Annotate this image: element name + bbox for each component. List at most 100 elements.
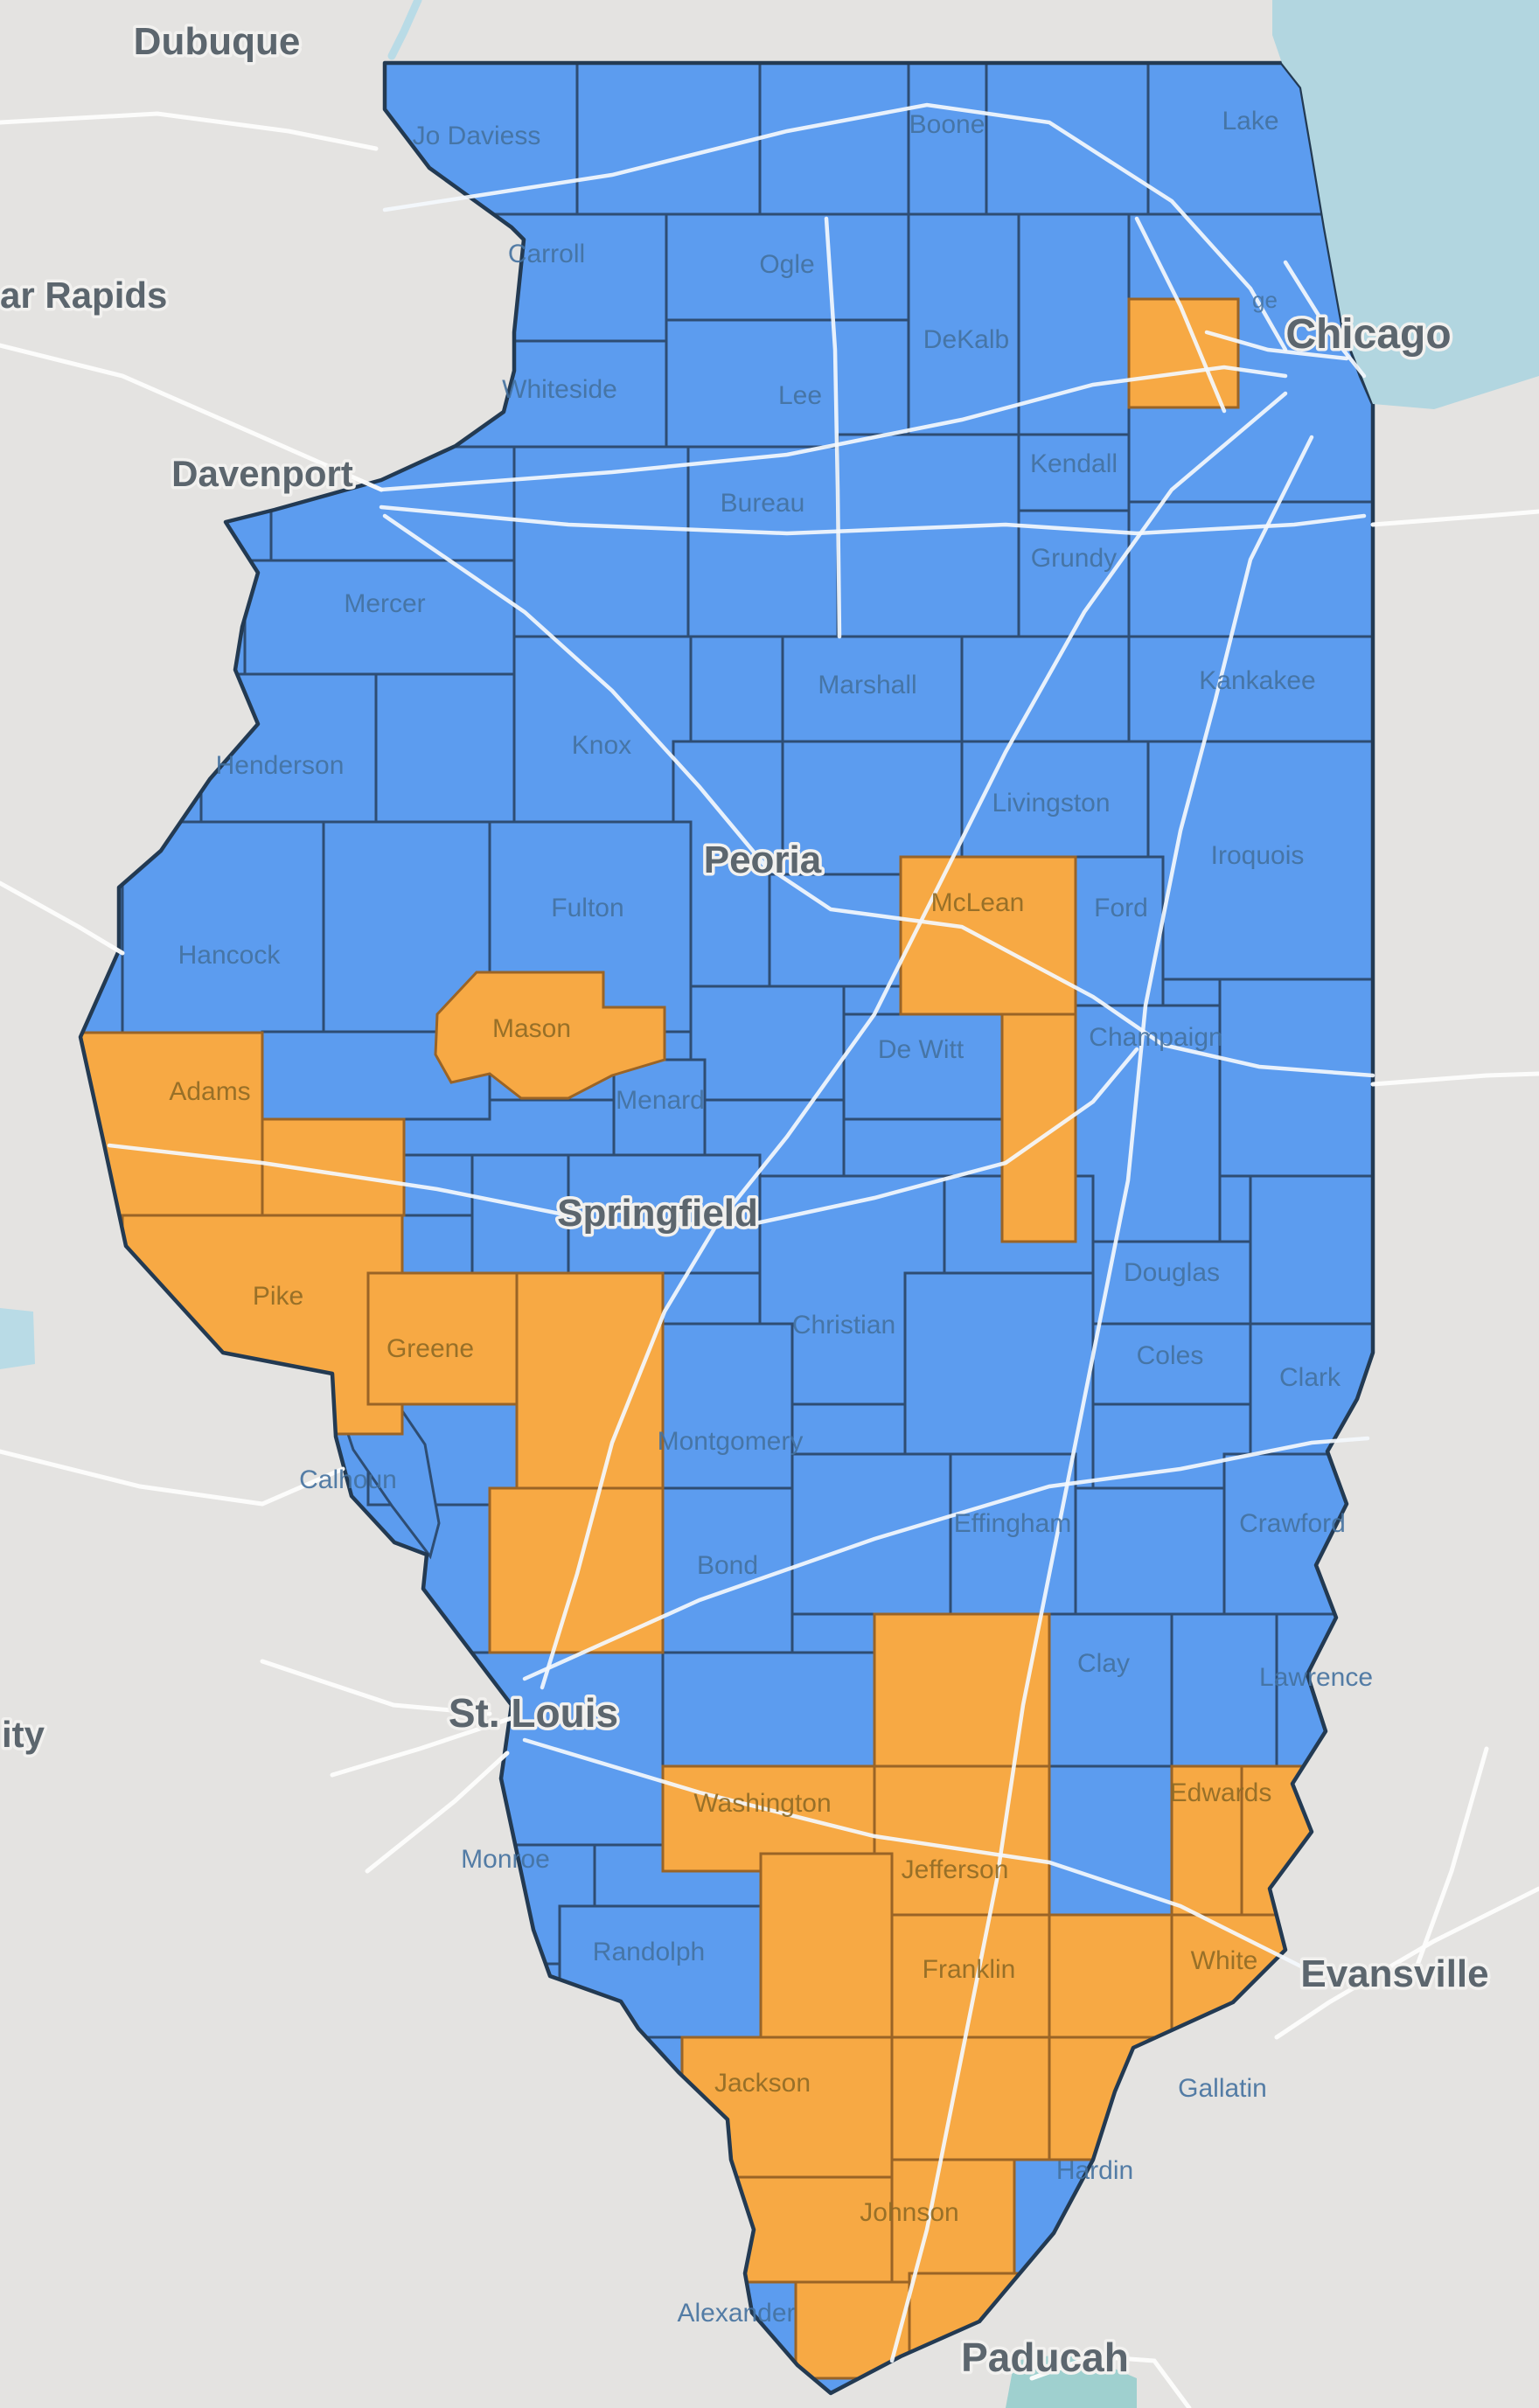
- city-label-peoria: Peoria: [704, 839, 822, 881]
- road-line: [1283, 260, 1367, 379]
- county-label-bond: Bond: [697, 1551, 758, 1580]
- county-warren[interactable]: [374, 672, 516, 824]
- county-label-edwards: Edwards: [1170, 1778, 1272, 1807]
- county-piatt[interactable]: [1000, 1013, 1077, 1243]
- county-jasper[interactable]: [1074, 1486, 1226, 1616]
- county-mercer[interactable]: [243, 559, 516, 676]
- county-label-randolph: Randolph: [593, 1938, 705, 1966]
- county-label-jefferson: Jefferson: [902, 1855, 1009, 1884]
- county-montgomery[interactable]: [661, 1322, 794, 1490]
- county-layer: [80, 63, 1373, 2393]
- county-marshall[interactable]: [781, 635, 964, 743]
- state-outline: [78, 60, 1375, 2396]
- city-label-ity: ity: [2, 1714, 45, 1755]
- county-williamson[interactable]: [890, 2036, 1051, 2161]
- city-label-st-louis: St. Louis: [449, 1690, 618, 1736]
- county-wayne[interactable]: [1048, 1764, 1173, 1917]
- county-label-fulton: Fulton: [551, 894, 623, 922]
- road-line: [824, 216, 842, 639]
- road-line: [522, 1436, 1370, 1681]
- county-lee[interactable]: [665, 318, 910, 449]
- county-label-jackson: Jackson: [714, 2069, 811, 2098]
- left-edge-water-water: [0, 1308, 35, 1369]
- county-label-livingston: Livingston: [992, 789, 1110, 818]
- county-label-montgomery: Montgomery: [658, 1427, 804, 1456]
- county-champaign[interactable]: [1074, 1004, 1222, 1243]
- county-label-marshall: Marshall: [818, 671, 916, 699]
- county-marion[interactable]: [873, 1612, 1051, 1768]
- county-livingston[interactable]: [960, 740, 1150, 859]
- county-edwards[interactable]: [1170, 1764, 1243, 1917]
- county-macoupin[interactable]: [515, 1271, 665, 1490]
- county-label-henderson: Henderson: [216, 751, 345, 780]
- county-kendall[interactable]: [1017, 433, 1131, 512]
- road-line: [379, 365, 1288, 492]
- county-label-dekalb: DeKalb: [923, 325, 1009, 354]
- county-label-mclean: McLean: [931, 888, 1025, 917]
- road-line: [1204, 330, 1349, 361]
- county-henry[interactable]: [512, 445, 690, 638]
- county-mchenry[interactable]: [985, 63, 1150, 216]
- county-johnson[interactable]: [890, 2158, 1016, 2284]
- county-stark[interactable]: [689, 635, 784, 743]
- county-iroquois[interactable]: [1146, 740, 1373, 981]
- county-mason[interactable]: [434, 971, 666, 1100]
- county-stephenson[interactable]: [575, 63, 762, 216]
- county-clinton[interactable]: [661, 1651, 876, 1768]
- road-line: [365, 1750, 510, 1874]
- county-label-jo-daviess: Jo Daviess: [413, 122, 541, 150]
- county-label-franklin: Franklin: [923, 1955, 1016, 1984]
- city-label-ar-rapids: ar Rapids: [0, 275, 167, 316]
- county-lasalle[interactable]: [836, 433, 1020, 638]
- county-label-bureau: Bureau: [721, 489, 805, 518]
- county-ford[interactable]: [1074, 855, 1165, 1033]
- road-line: [522, 1737, 1323, 1979]
- county-woodford[interactable]: [781, 740, 964, 876]
- county-label-calhoun: Calhoun: [299, 1465, 397, 1494]
- county-label-knox: Knox: [572, 731, 631, 760]
- county-label-layer: Jo Daviess Boone Lake Carroll Ogle Whiteside L…: [169, 107, 1373, 2328]
- county-knox[interactable]: [512, 635, 693, 824]
- county-label-washington: Washington: [693, 1789, 831, 1818]
- county-shelby[interactable]: [903, 1271, 1095, 1490]
- county-clay[interactable]: [1048, 1612, 1173, 1768]
- county-perry[interactable]: [759, 1852, 894, 2039]
- county-edgar[interactable]: [1249, 1174, 1373, 1326]
- county-dekalb[interactable]: [907, 212, 1020, 436]
- road-line: [1370, 1071, 1539, 1087]
- county-label-champaign: Champaign: [1089, 1023, 1222, 1052]
- roads-inside-layer: [107, 102, 1375, 2363]
- road-line: [889, 435, 1314, 2363]
- county-label-lake: Lake: [1222, 107, 1278, 136]
- county-bureau[interactable]: [686, 445, 839, 638]
- county-union[interactable]: [733, 2175, 894, 2284]
- county-will[interactable]: [1127, 500, 1373, 638]
- road-line: [379, 505, 1367, 536]
- county-hamilton[interactable]: [1048, 1913, 1173, 2039]
- county-vermilion[interactable]: [1218, 978, 1373, 1178]
- county-winnebago[interactable]: [758, 63, 910, 216]
- county-label-crawford: Crawford: [1239, 1509, 1346, 1538]
- county-label-hardin: Hardin: [1056, 2156, 1133, 2185]
- county-effingham[interactable]: [949, 1452, 1077, 1616]
- county-tazewell[interactable]: [768, 873, 902, 988]
- county-mclean[interactable]: [899, 855, 1077, 1016]
- county-label-boone: Boone: [909, 110, 985, 139]
- lake-michigan: [1272, 0, 1539, 409]
- county-label-mason: Mason: [492, 1014, 571, 1043]
- county-greene[interactable]: [366, 1271, 519, 1406]
- county-label-lawrence: Lawrence: [1259, 1663, 1373, 1692]
- county-label-ogle: Ogle: [759, 250, 814, 279]
- city-label-chicago: Chicago: [1285, 311, 1451, 358]
- county-fayette[interactable]: [790, 1452, 952, 1616]
- county-bond[interactable]: [661, 1486, 794, 1654]
- county-label-clark: Clark: [1279, 1363, 1341, 1392]
- county-logan[interactable]: [689, 985, 846, 1102]
- ohio-river-paducah-water: [1006, 2352, 1137, 2408]
- county-label-menard: Menard: [616, 1086, 705, 1115]
- county-sangamon[interactable]: [567, 1153, 762, 1275]
- county-label-carroll: Carroll: [508, 240, 585, 268]
- county-de-witt[interactable]: [842, 1013, 1004, 1121]
